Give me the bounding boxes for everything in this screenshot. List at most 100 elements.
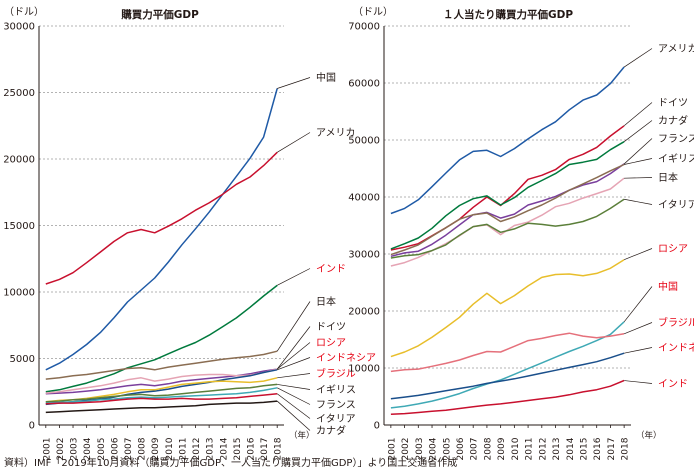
y-tick-label: 25000 bbox=[3, 88, 35, 99]
leader-line bbox=[277, 77, 311, 89]
x-tick-label: 2015 bbox=[233, 438, 243, 461]
chart-title: １人当たり購買力平価GDP bbox=[443, 8, 573, 21]
x-tick-label: 2006 bbox=[456, 437, 466, 460]
series-line bbox=[390, 321, 625, 409]
series-line bbox=[45, 368, 278, 394]
series-line bbox=[390, 163, 625, 258]
leader-line bbox=[277, 373, 311, 379]
x-tick-label: 2010 bbox=[165, 437, 175, 460]
leader-line bbox=[623, 48, 653, 68]
leader-line bbox=[277, 132, 311, 153]
series-label: インドネシア bbox=[316, 352, 376, 364]
x-tick-label: 2008 bbox=[483, 437, 493, 460]
series-line bbox=[45, 350, 278, 380]
series-label: ドイツ bbox=[658, 98, 688, 109]
leader-line bbox=[277, 268, 311, 286]
y-tick-label: 20000 bbox=[3, 155, 35, 166]
series-label: フランス bbox=[316, 399, 356, 411]
series-label: イタリア bbox=[658, 199, 694, 211]
y-tick-label: 5000 bbox=[10, 354, 35, 365]
leader-line bbox=[276, 400, 311, 431]
leader-line bbox=[276, 326, 311, 370]
x-tick-label: 2013 bbox=[552, 438, 562, 461]
x-tick-label: 2002 bbox=[401, 438, 411, 461]
series-label: アメリカ bbox=[658, 43, 694, 55]
series-label: 日本 bbox=[316, 295, 336, 308]
x-tick-label: 2005 bbox=[442, 438, 452, 461]
x-tick-label: 2017 bbox=[260, 438, 270, 461]
x-tick-label: 2009 bbox=[151, 437, 161, 460]
series-line bbox=[390, 332, 625, 373]
series-line bbox=[45, 284, 278, 393]
series-label: インドネシア bbox=[658, 342, 694, 354]
x-tick-label: 2007 bbox=[470, 438, 480, 461]
source-note: 資料）IMF「2019年10月資料（購買力平価GDP、一人当たり購買力平価GDP… bbox=[4, 458, 458, 469]
series-label: 中国 bbox=[316, 71, 336, 84]
series-label: 日本 bbox=[658, 171, 678, 184]
leader-line bbox=[277, 357, 311, 371]
series-line bbox=[390, 259, 625, 358]
series-line bbox=[45, 392, 278, 405]
series-label: インド bbox=[316, 264, 346, 275]
y-tick-label: 40000 bbox=[348, 193, 380, 204]
y-tick-label: 20000 bbox=[348, 307, 380, 318]
series-line bbox=[390, 141, 625, 250]
series-label: ロシア bbox=[658, 244, 688, 255]
x-tick-label: 2012 bbox=[192, 438, 202, 461]
leader-line bbox=[623, 102, 653, 127]
y-tick-label: 15000 bbox=[3, 221, 35, 232]
x-tick-label: 2018 bbox=[274, 437, 284, 460]
x-tick-label: 2008 bbox=[138, 437, 148, 460]
y-tick-label: 0 bbox=[29, 421, 35, 432]
leader-line bbox=[623, 120, 653, 142]
series-label: ブラジル bbox=[658, 316, 694, 329]
x-tick-label: 2003 bbox=[415, 438, 425, 461]
series-line bbox=[390, 198, 625, 259]
x-tick-label: 2017 bbox=[607, 438, 617, 461]
leader-line bbox=[624, 248, 653, 261]
x-tick-label: 2016 bbox=[246, 437, 256, 460]
x-tick-label: 2006 bbox=[110, 437, 120, 460]
x-tick-label: 2011 bbox=[525, 438, 535, 461]
leader-line bbox=[276, 301, 311, 352]
series-line bbox=[390, 379, 625, 415]
y-axis-unit-label: （ドル） bbox=[4, 6, 44, 18]
series-line bbox=[390, 352, 625, 400]
series-label: カナダ bbox=[316, 424, 346, 437]
leader-line bbox=[624, 177, 653, 179]
x-tick-label: 2014 bbox=[219, 437, 229, 460]
x-axis-year-suffix: （年） bbox=[289, 430, 315, 441]
leader-line bbox=[624, 322, 653, 335]
series-line bbox=[45, 400, 278, 414]
leader-line bbox=[624, 347, 653, 354]
series-line bbox=[390, 66, 625, 215]
leader-line bbox=[623, 138, 653, 165]
series-line bbox=[45, 387, 278, 404]
x-tick-label: 2012 bbox=[538, 438, 548, 461]
series-label: フランス bbox=[658, 133, 694, 145]
x-tick-label: 2007 bbox=[124, 438, 134, 461]
x-tick-label: 2001 bbox=[387, 438, 397, 461]
x-tick-label: 2015 bbox=[579, 438, 589, 461]
series-label: インド bbox=[658, 379, 688, 390]
series-line bbox=[45, 151, 278, 285]
leader-line bbox=[624, 158, 653, 165]
y-tick-label: 70000 bbox=[348, 22, 380, 33]
leader-line bbox=[276, 393, 311, 419]
y-tick-label: 10000 bbox=[3, 288, 35, 299]
x-tick-label: 2018 bbox=[621, 437, 631, 460]
x-tick-label: 2013 bbox=[206, 438, 216, 461]
leader-line bbox=[624, 198, 653, 205]
leader-line bbox=[277, 384, 311, 390]
series-label: イギリス bbox=[658, 153, 694, 165]
x-axis-year-suffix: （年） bbox=[636, 430, 662, 441]
leader-line bbox=[624, 380, 653, 384]
series-label: アメリカ bbox=[316, 127, 356, 139]
series-label: ロシア bbox=[316, 338, 346, 349]
y-tick-label: 50000 bbox=[348, 136, 380, 147]
series-line bbox=[390, 163, 625, 256]
y-tick-label: 30000 bbox=[3, 22, 35, 33]
x-tick-label: 2004 bbox=[83, 437, 93, 460]
x-tick-label: 2010 bbox=[511, 437, 521, 460]
